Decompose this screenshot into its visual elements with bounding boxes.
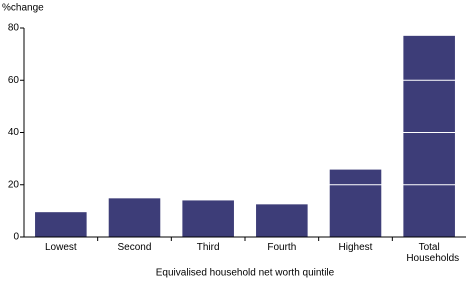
- y-tick-label: 40: [8, 127, 20, 138]
- y-tick-label: 60: [8, 75, 20, 86]
- bar: [403, 35, 455, 238]
- bar: [329, 169, 382, 237]
- y-tick-label: 20: [8, 179, 20, 190]
- x-tick-label-box: Lowest: [44, 242, 77, 253]
- x-tick-label: Second: [117, 242, 152, 253]
- y-axis-label: %change: [2, 3, 44, 14]
- x-tick-label-box: Total Households: [406, 242, 460, 264]
- x-tick-label-box: Third: [196, 242, 220, 253]
- x-tick-label-box: Fourth: [267, 242, 297, 253]
- x-tick-label-box: Second: [117, 242, 152, 253]
- x-tick-label: Total Households: [406, 242, 460, 264]
- bar: [256, 204, 308, 237]
- y-tick-label: 0: [13, 232, 19, 243]
- x-tick-label: Highest: [338, 242, 373, 253]
- y-tick-label: 80: [8, 23, 20, 34]
- bar: [35, 212, 87, 237]
- bar: [182, 200, 234, 237]
- x-tick-label: Fourth: [267, 242, 297, 253]
- x-axis-label: Equivalised household net worth quintile: [156, 268, 335, 279]
- x-tick-label: Third: [196, 242, 220, 253]
- x-tick-label-box: Highest: [338, 242, 373, 253]
- bar: [108, 198, 161, 237]
- x-tick-label: Lowest: [44, 242, 77, 253]
